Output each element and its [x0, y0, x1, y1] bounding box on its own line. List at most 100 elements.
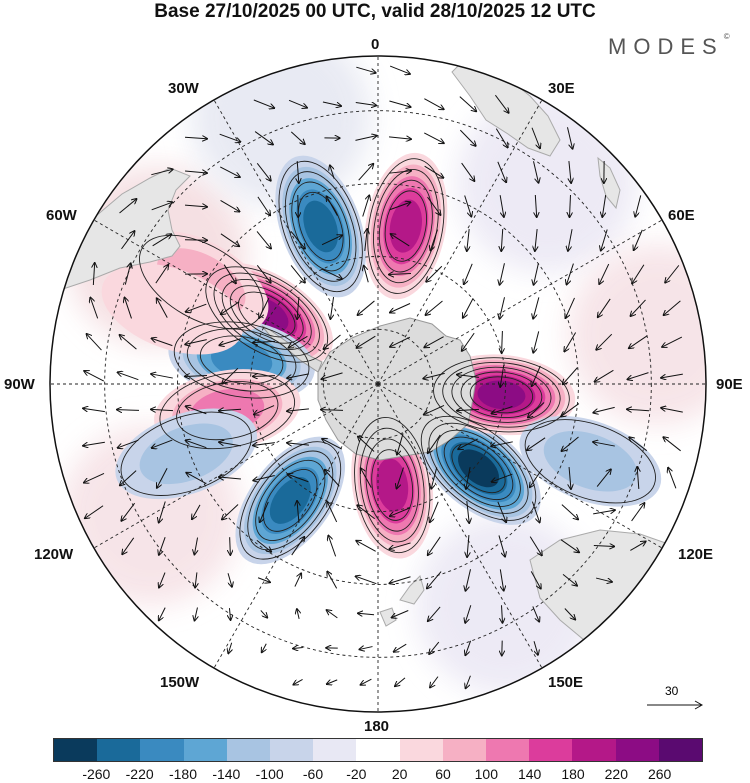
wind-vector — [497, 161, 506, 182]
wind-vector — [391, 234, 410, 247]
wind-vector — [287, 409, 309, 411]
wind-vector — [397, 467, 404, 489]
wind-vector — [122, 537, 135, 554]
wind-vector — [186, 406, 207, 415]
wind-vector — [497, 501, 506, 522]
contour-line — [433, 357, 570, 433]
wind-vector — [119, 199, 137, 214]
wind-vector — [359, 647, 373, 650]
wind-vector — [424, 404, 445, 414]
colorbar-tick-label: 60 — [435, 766, 451, 782]
wind-vector — [630, 542, 645, 551]
wind-vector — [430, 676, 439, 688]
wind-vectors — [83, 65, 683, 689]
wind-vector — [463, 298, 474, 317]
wind-vector — [256, 264, 270, 282]
wind-vector — [157, 298, 168, 318]
wind-vector — [151, 374, 173, 379]
wind-vector — [253, 99, 274, 108]
wind-vector — [465, 569, 471, 590]
contour-line — [199, 335, 284, 385]
wind-vector — [464, 263, 473, 284]
wind-vector — [424, 98, 443, 110]
wind-vector — [459, 96, 476, 112]
colorbar-tick-label: 100 — [474, 766, 499, 782]
meridian-line — [93, 219, 379, 385]
wind-vector — [424, 165, 444, 178]
latitude-circle — [104, 110, 652, 658]
wind-vector — [357, 505, 375, 520]
wind-vector — [159, 537, 166, 555]
wind-vector — [428, 536, 441, 555]
antarctica — [317, 317, 477, 461]
wind-vector — [499, 569, 503, 590]
wind-vector — [121, 231, 134, 250]
wind-vector — [500, 263, 505, 284]
lon-label-60w: 60W — [46, 207, 77, 224]
wind-vector — [424, 336, 444, 348]
wind-vector — [637, 467, 639, 490]
wind-vector — [428, 434, 441, 453]
wind-vector — [186, 303, 207, 312]
wind-vector — [294, 573, 301, 587]
wind-vector — [260, 501, 269, 522]
wind-vector — [532, 365, 541, 386]
colorbar-swatch — [356, 739, 400, 761]
wind-vector — [355, 136, 376, 141]
colorbar-tick-label: 140 — [517, 766, 542, 782]
wind-vector — [533, 297, 540, 318]
wind-vector — [424, 132, 443, 143]
wind-vector — [664, 300, 681, 315]
wind-vector — [327, 572, 338, 589]
wind-vector — [290, 231, 305, 248]
wind-vector — [593, 406, 615, 412]
wind-vector — [125, 298, 132, 319]
colorbar-tick-label: 260 — [647, 766, 672, 782]
wind-vector — [459, 129, 475, 146]
wind-vector — [120, 335, 137, 350]
wind-vector — [288, 99, 307, 107]
wind-vector — [159, 501, 166, 522]
wind-vector — [534, 263, 539, 284]
contour-line — [263, 469, 318, 532]
lon-label-150e: 150E — [548, 674, 584, 691]
wind-vector — [362, 195, 370, 217]
wind-vector — [560, 539, 579, 553]
wind-vector — [535, 194, 536, 217]
meridian-line — [213, 99, 379, 385]
colorbar-swatch — [615, 739, 659, 761]
wind-vector — [567, 263, 574, 285]
contour-line — [284, 171, 357, 282]
brand-text: MODES — [608, 34, 724, 59]
wind-vector — [324, 334, 341, 349]
wind-vector — [195, 607, 198, 621]
meridian-line — [213, 383, 379, 669]
anomaly-level — [139, 423, 233, 485]
wind-vector — [192, 504, 201, 519]
wind-vector — [529, 536, 542, 556]
wind-vector — [220, 233, 239, 246]
lon-label-120w: 120W — [34, 546, 74, 563]
contour-line — [255, 459, 326, 542]
wind-vector — [495, 128, 507, 148]
contour-line — [213, 272, 320, 357]
meridian-line — [377, 219, 663, 385]
wind-vector — [492, 473, 513, 482]
wind-vector — [596, 469, 611, 487]
wind-vector — [662, 336, 683, 347]
wind-vector — [561, 403, 580, 417]
wind-vector — [358, 613, 375, 614]
wind-vector — [599, 263, 610, 284]
contour-line — [524, 419, 656, 504]
contour-line — [238, 291, 296, 338]
wind-vector — [121, 502, 136, 521]
wind-vector — [466, 675, 471, 689]
wind-vector — [220, 199, 240, 211]
contour-line — [173, 321, 310, 399]
wind-vector — [157, 468, 168, 487]
wind-vector — [390, 336, 411, 347]
wind-vector — [361, 678, 372, 685]
colorbar-swatch — [399, 739, 443, 761]
colorbar-tick-label: -100 — [255, 766, 284, 782]
wind-vector — [528, 402, 545, 418]
